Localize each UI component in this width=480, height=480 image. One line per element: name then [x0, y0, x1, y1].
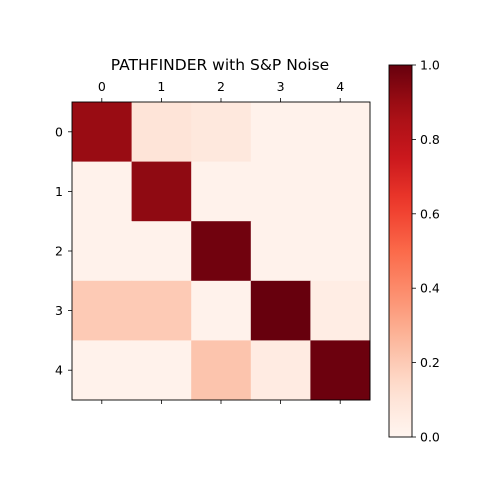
heatmap-cell-r2-c4: [310, 221, 370, 281]
heatmap-cell-r1-c1: [132, 162, 192, 222]
colorbar-ticks: 0.0 0.2 0.4 0.6 0.8 1.0: [412, 58, 440, 445]
heatmap-cell-r0-c4: [310, 102, 370, 162]
colorbar: [389, 65, 412, 437]
heatmap-cells: [72, 102, 371, 401]
x-tick-label: 3: [277, 79, 285, 94]
heatmap-cell-r2-c3: [251, 221, 311, 281]
y-tick-label: 3: [55, 303, 63, 318]
heatmap-cell-r1-c3: [251, 162, 311, 222]
heatmap-cell-r3-c0: [72, 281, 132, 341]
heatmap-cell-r3-c3: [251, 281, 311, 341]
colorbar-tick-label: 1.0: [420, 58, 440, 73]
y-tick-label: 4: [55, 363, 63, 378]
heatmap-cell-r2-c0: [72, 221, 132, 281]
x-tick-label: 0: [98, 79, 106, 94]
x-tick-label: 2: [217, 79, 225, 94]
heatmap-cell-r1-c2: [191, 162, 251, 222]
heatmap-cell-r3-c1: [132, 281, 192, 341]
heatmap-cell-r2-c1: [132, 221, 192, 281]
chart-title: PATHFINDER with S&P Noise: [111, 56, 329, 74]
heatmap-cell-r3-c2: [191, 281, 251, 341]
heatmap-cell-r4-c0: [72, 340, 132, 400]
y-tick-label: 2: [55, 244, 63, 259]
colorbar-tick-label: 0.4: [420, 281, 440, 296]
heatmap-cell-r4-c3: [251, 340, 311, 400]
y-tick-label: 0: [55, 124, 63, 139]
heatmap-cell-r3-c4: [310, 281, 370, 341]
colorbar-tick-label: 0.8: [420, 132, 440, 147]
heatmap-cell-r4-c4: [310, 340, 370, 400]
colorbar-tick-label: 0.2: [420, 355, 440, 370]
colorbar-tick-label: 0.0: [420, 430, 440, 445]
colorbar-tick-label: 0.6: [420, 206, 440, 221]
heatmap-cell-r0-c1: [132, 102, 192, 162]
x-tick-label: 4: [336, 79, 344, 94]
heatmap-cell-r1-c0: [72, 162, 132, 222]
heatmap-cell-r4-c1: [132, 340, 192, 400]
y-tick-label: 1: [55, 184, 63, 199]
heatmap-cell-r4-c2: [191, 340, 251, 400]
heatmap-cell-r2-c2: [191, 221, 251, 281]
heatmap-cell-r1-c4: [310, 162, 370, 222]
x-tick-label: 1: [157, 79, 165, 94]
heatmap-cell-r0-c3: [251, 102, 311, 162]
heatmap-cell-r0-c2: [191, 102, 251, 162]
y-axis-ticks: 0 1 2 3 4: [55, 124, 72, 377]
heatmap-cell-r0-c0: [72, 102, 132, 162]
